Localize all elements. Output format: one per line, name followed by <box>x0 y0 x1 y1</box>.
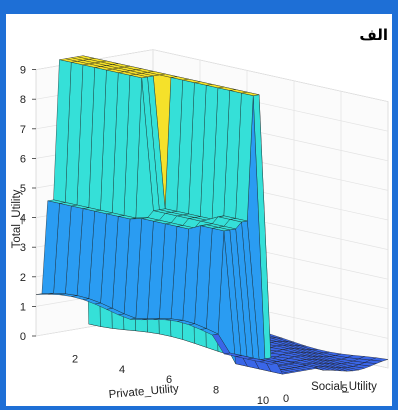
x-tick-label: 8 <box>213 385 219 397</box>
z-tick-label: 8 <box>20 94 26 106</box>
z-tick-label: 2 <box>20 272 26 284</box>
z-tick-label: 6 <box>20 153 26 165</box>
x-tick-label: 10 <box>257 395 269 406</box>
z-tick-label: 7 <box>20 124 26 136</box>
figure-frame: 0123456789246810051 Private_Utility Soci… <box>6 14 395 406</box>
z-tick-label: 9 <box>20 65 26 77</box>
surface-plot[interactable]: 0123456789246810051 Private_Utility Soci… <box>6 14 392 406</box>
x-tick-label: 6 <box>166 374 172 386</box>
x-axis-label: Private_Utility <box>108 383 179 401</box>
z-tick-label: 4 <box>20 213 26 225</box>
y-tick-label: 0 <box>283 393 289 405</box>
z-axis-label: Total_Utility <box>11 189 23 248</box>
x-tick-label: 2 <box>72 353 78 365</box>
corner-label: الف <box>359 26 388 44</box>
x-tick-label: 4 <box>119 364 125 376</box>
surface-mesh <box>35 55 389 375</box>
axis-ticks: 0123456789246810051 <box>20 65 348 406</box>
z-tick-label: 0 <box>20 331 26 343</box>
y-tick-label: 5 <box>342 383 348 395</box>
z-tick-label: 5 <box>20 183 26 195</box>
z-tick-label: 3 <box>20 242 26 254</box>
z-tick-label: 1 <box>20 301 26 313</box>
y-axis-label: Social_Utility <box>311 381 377 393</box>
surface-facet <box>35 293 54 295</box>
